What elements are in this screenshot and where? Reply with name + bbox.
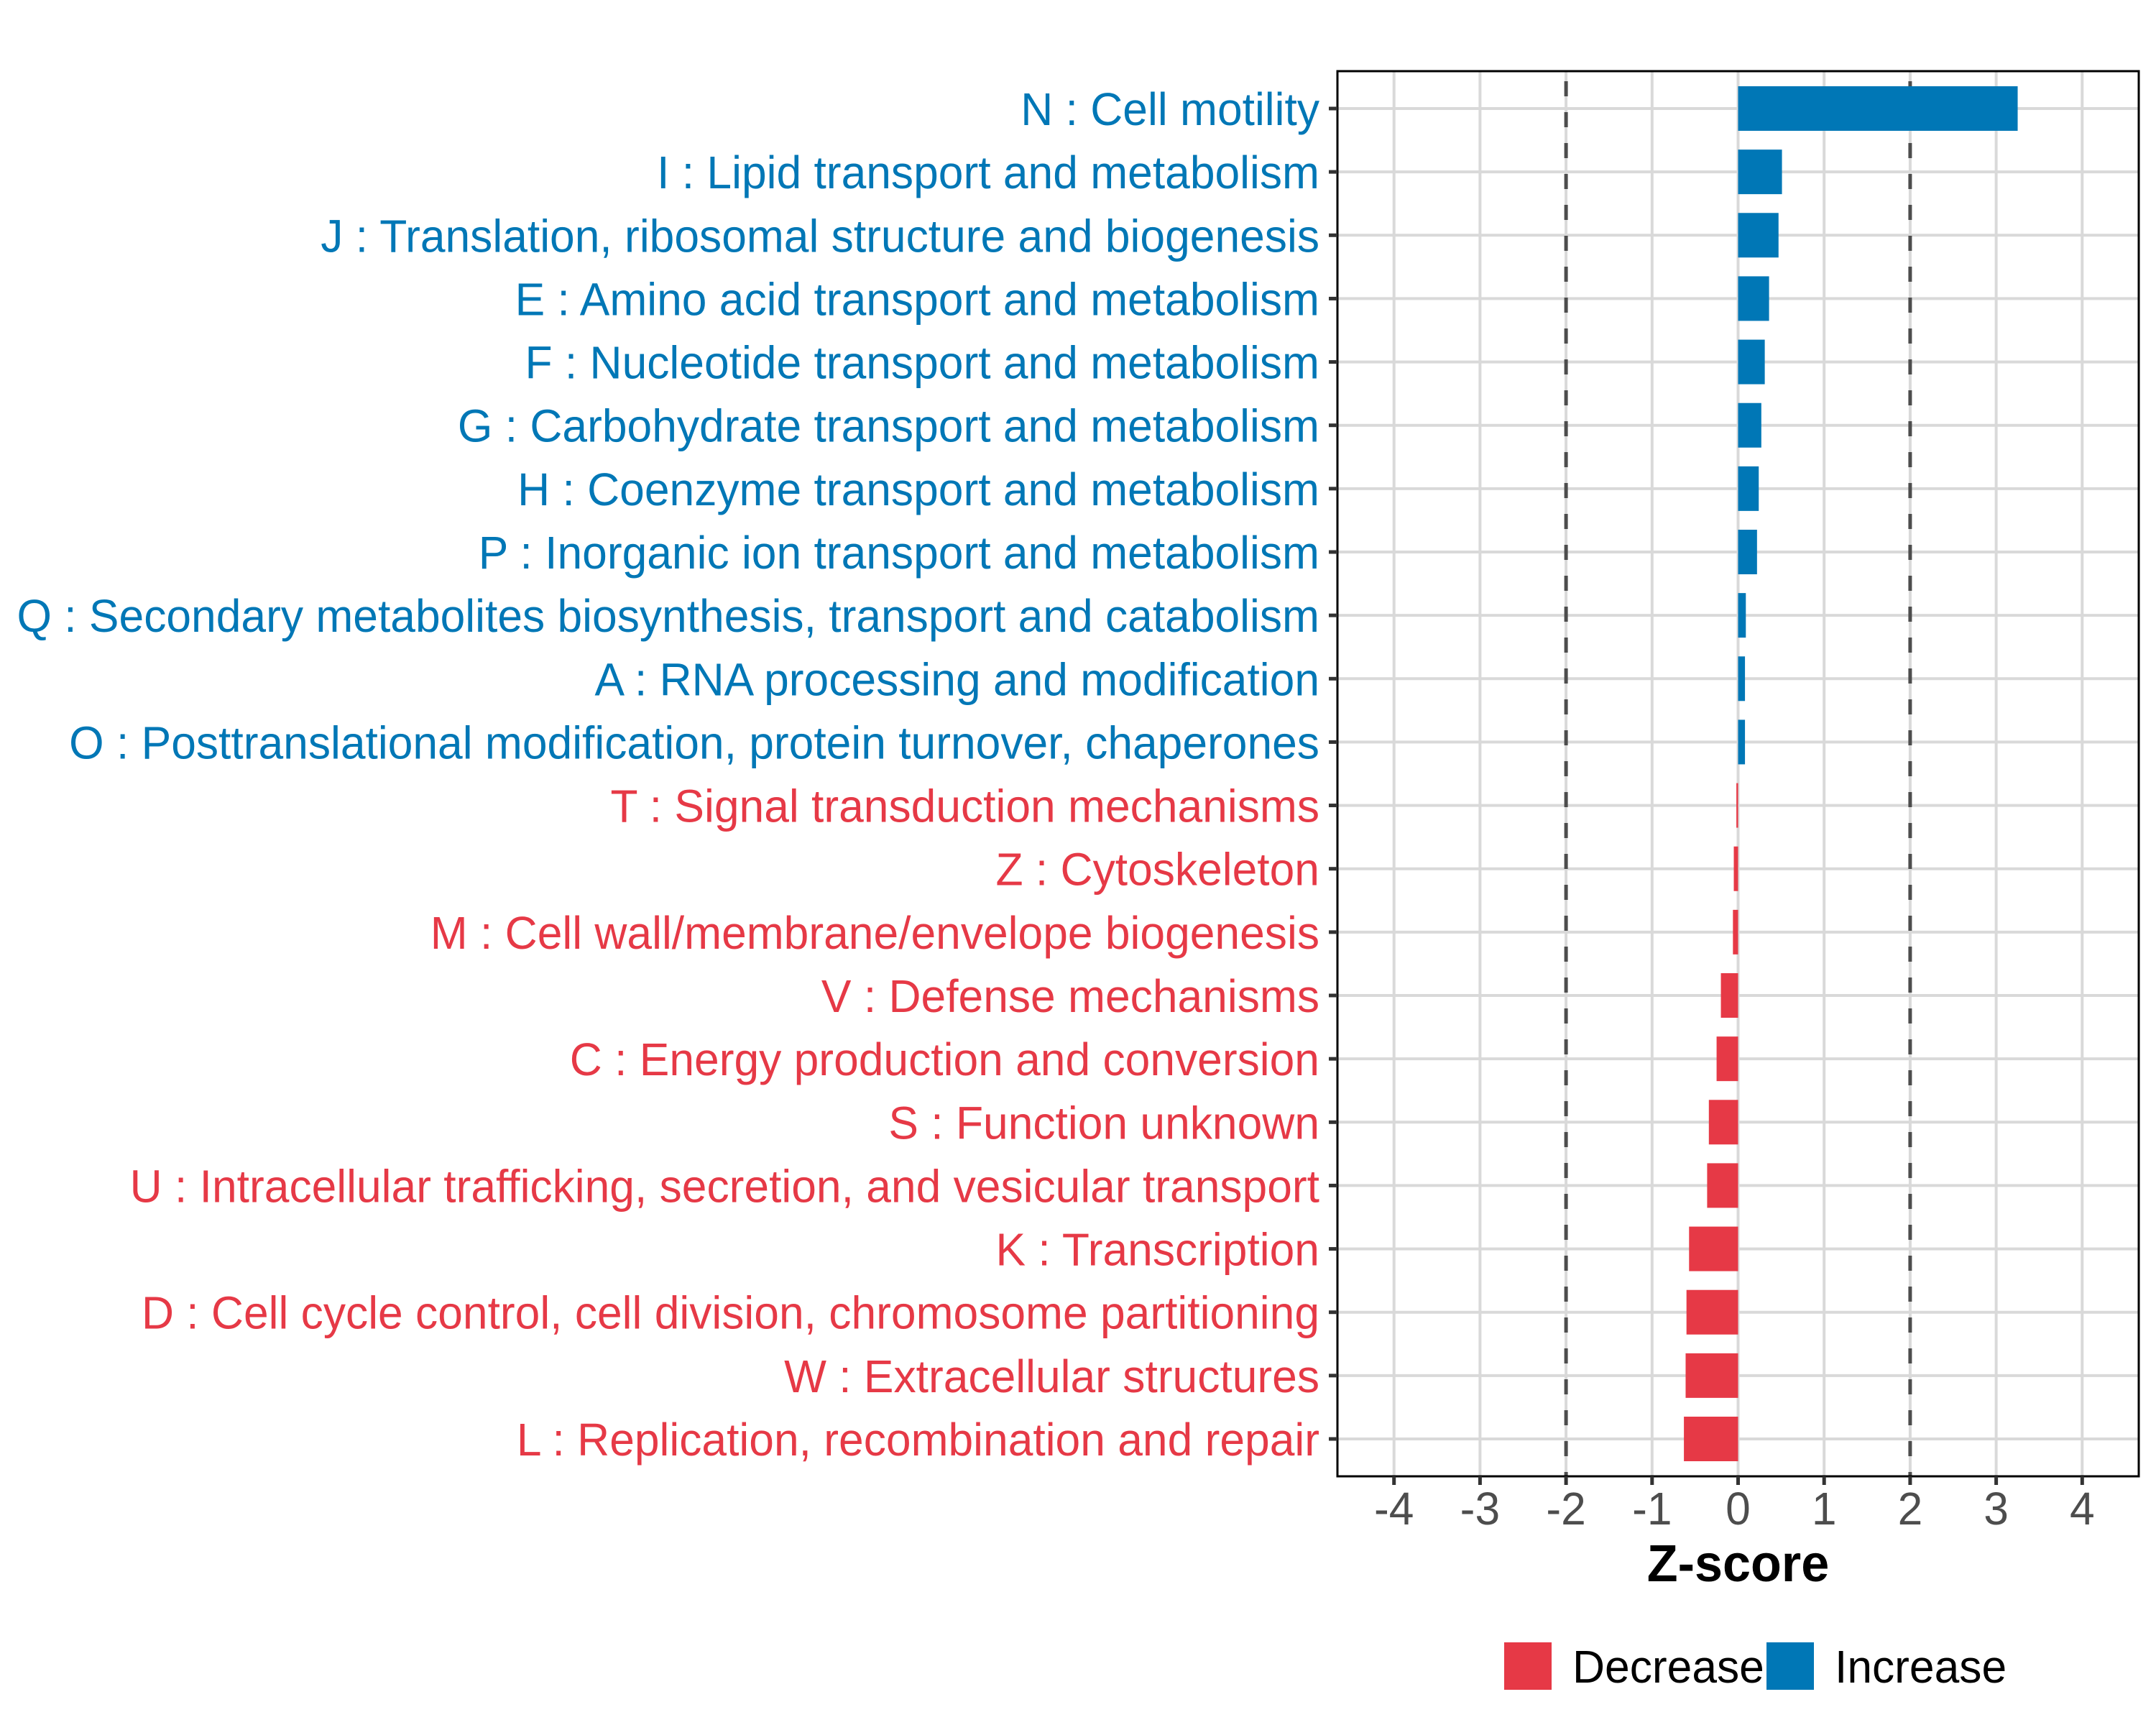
- x-tick-labels: -4 -3 -2 -1 0 1 2 3 4: [1374, 1484, 2095, 1535]
- legend: Decrease Increase: [1504, 1642, 2007, 1693]
- category-label-group: N : Cell motility: [1021, 84, 1319, 135]
- category-label: C : Energy production and conversion: [570, 1034, 1319, 1085]
- category-label: L : Replication, recombination and repai…: [517, 1414, 1319, 1466]
- category-label: Z : Cytoskeleton: [996, 845, 1319, 896]
- bar: [1684, 1417, 1738, 1461]
- bars: [1684, 86, 2018, 1461]
- x-tick-label-group: -1: [1632, 1484, 1672, 1535]
- x-tick-label-group: 3: [1984, 1484, 2009, 1535]
- category-label: K : Transcription: [996, 1225, 1319, 1276]
- category-label-group: A : RNA processing and modification: [594, 655, 1319, 706]
- category-label-group: P : Inorganic ion transport and metaboli…: [479, 528, 1319, 579]
- category-label: J : Translation, ribosomal structure and…: [321, 211, 1319, 262]
- category-label: G : Carbohydrate transport and metabolis…: [458, 401, 1319, 452]
- category-label: H : Coenzyme transport and metabolism: [517, 464, 1319, 515]
- category-label: U : Intracellular trafficking, secretion…: [130, 1162, 1320, 1213]
- category-label-group: J : Translation, ribosomal structure and…: [321, 211, 1319, 262]
- category-label-group: H : Coenzyme transport and metabolism: [517, 464, 1319, 515]
- x-tick-label: 2: [1898, 1484, 1923, 1535]
- bar: [1738, 530, 1757, 574]
- category-label-group: I : Lipid transport and metabolism: [657, 147, 1319, 198]
- bar: [1733, 909, 1738, 954]
- category-label-group: Z : Cytoskeleton: [996, 845, 1319, 896]
- bar: [1707, 1163, 1738, 1208]
- category-label: F : Nucleotide transport and metabolism: [525, 338, 1319, 389]
- bar: [1685, 1353, 1738, 1398]
- category-label: P : Inorganic ion transport and metaboli…: [479, 528, 1319, 579]
- bar: [1738, 276, 1769, 321]
- category-label-group: G : Carbohydrate transport and metabolis…: [458, 401, 1319, 452]
- category-label: S : Function unknown: [888, 1098, 1319, 1149]
- category-label: W : Extracellular structures: [784, 1351, 1319, 1402]
- category-label: T : Signal transduction mechanisms: [610, 781, 1319, 832]
- bar: [1738, 86, 2018, 131]
- bar: [1733, 846, 1738, 891]
- x-tick-label: -4: [1374, 1484, 1414, 1535]
- x-tick-label-group: -4: [1374, 1484, 1414, 1535]
- bar: [1689, 1226, 1738, 1271]
- bar: [1686, 1289, 1738, 1335]
- legend-entry-group: Decrease: [1572, 1642, 1764, 1693]
- category-label: I : Lipid transport and metabolism: [657, 147, 1319, 198]
- category-label-group: C : Energy production and conversion: [570, 1034, 1319, 1085]
- x-axis-title: Z-score: [1647, 1535, 1829, 1593]
- category-label: D : Cell cycle control, cell division, c…: [142, 1288, 1319, 1339]
- category-label: N : Cell motility: [1021, 84, 1319, 135]
- category-label-group: T : Signal transduction mechanisms: [610, 781, 1319, 832]
- x-tick-label-group: 4: [2070, 1484, 2095, 1535]
- x-tick-label: 3: [1984, 1484, 2009, 1535]
- category-label: O : Posttranslational modification, prot…: [69, 718, 1319, 769]
- category-label-group: U : Intracellular trafficking, secretion…: [130, 1162, 1320, 1213]
- legend-label-increase: Increase: [1835, 1642, 2007, 1693]
- category-label-group: Q : Secondary metabolites biosynthesis, …: [17, 591, 1319, 642]
- legend-key-increase: [1766, 1642, 1814, 1690]
- legend-label-decrease: Decrease: [1572, 1642, 1764, 1693]
- x-tick-label: -2: [1546, 1484, 1585, 1535]
- bar: [1738, 593, 1746, 638]
- x-tick-label-group: -3: [1460, 1484, 1500, 1535]
- legend-key-decrease: [1504, 1642, 1552, 1690]
- x-tick-label: -1: [1632, 1484, 1672, 1535]
- y-axis-ticks: [1329, 106, 1337, 1441]
- category-label: M : Cell wall/membrane/envelope biogenes…: [430, 908, 1319, 959]
- category-label-group: S : Function unknown: [888, 1098, 1319, 1149]
- reference-lines: [1564, 71, 1912, 1476]
- legend-entry-group: Increase: [1835, 1642, 2007, 1693]
- bar: [1708, 1100, 1738, 1145]
- category-label-group: V : Defense mechanisms: [821, 971, 1319, 1022]
- bar: [1738, 213, 1779, 258]
- category-label: A : RNA processing and modification: [594, 655, 1319, 706]
- category-label-group: F : Nucleotide transport and metabolism: [525, 338, 1319, 389]
- bar: [1738, 150, 1782, 195]
- bar: [1738, 402, 1761, 448]
- category-label-group: W : Extracellular structures: [784, 1351, 1319, 1402]
- x-tick-label: -3: [1460, 1484, 1500, 1535]
- category-label-group: M : Cell wall/membrane/envelope biogenes…: [430, 908, 1319, 959]
- category-label: Q : Secondary metabolites biosynthesis, …: [17, 591, 1319, 642]
- category-label: V : Defense mechanisms: [821, 971, 1319, 1022]
- category-label-group: D : Cell cycle control, cell division, c…: [142, 1288, 1319, 1339]
- category-label-group: E : Amino acid transport and metabolism: [515, 275, 1319, 326]
- bar: [1720, 973, 1738, 1018]
- category-label-group: O : Posttranslational modification, prot…: [69, 718, 1319, 769]
- category-label-group: L : Replication, recombination and repai…: [517, 1414, 1319, 1466]
- x-axis-ticks: [1392, 1476, 2084, 1485]
- x-tick-label-group: 2: [1898, 1484, 1923, 1535]
- category-label: E : Amino acid transport and metabolism: [515, 275, 1319, 326]
- bar: [1738, 656, 1746, 702]
- x-tick-label-group: -2: [1546, 1484, 1585, 1535]
- category-label-group: K : Transcription: [996, 1225, 1319, 1276]
- bar: [1716, 1036, 1738, 1082]
- category-labels: N : Cell motility I : Lipid transport and…: [17, 84, 1319, 1466]
- bar: [1738, 339, 1765, 385]
- bar: [1738, 719, 1746, 765]
- x-tick-label-group: 1: [1812, 1484, 1837, 1535]
- x-tick-label: 1: [1812, 1484, 1837, 1535]
- bar: [1738, 466, 1759, 511]
- bar: [1736, 783, 1738, 828]
- x-tick-label: 4: [2070, 1484, 2095, 1535]
- x-tick-label-group: 0: [1726, 1484, 1751, 1535]
- x-tick-label: 0: [1726, 1484, 1751, 1535]
